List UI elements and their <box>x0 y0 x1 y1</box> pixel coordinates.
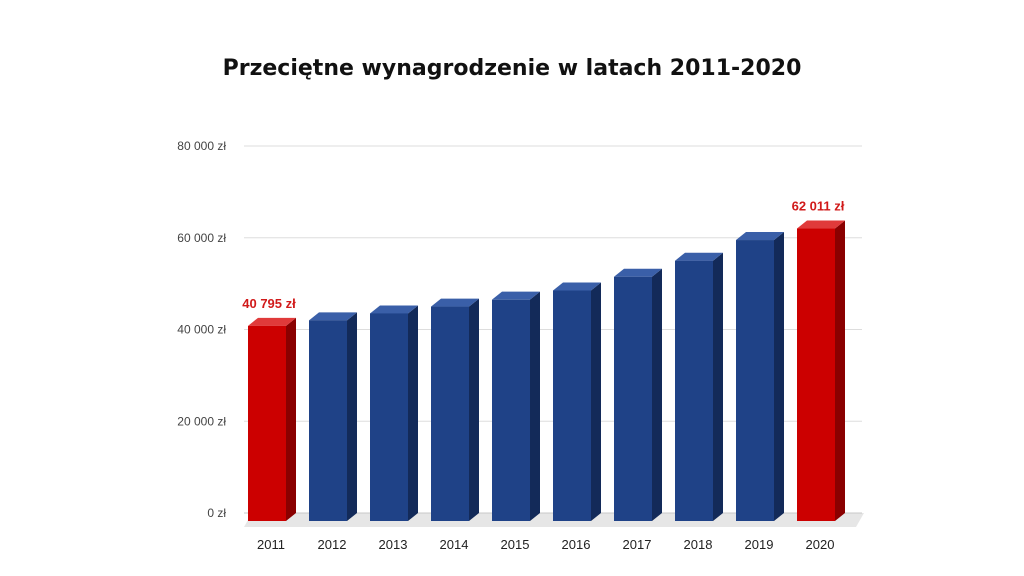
bars <box>248 220 845 521</box>
bar-front <box>248 325 286 521</box>
bar-front <box>736 240 774 521</box>
bar-2011 <box>248 317 296 521</box>
bar-2020 <box>797 220 845 521</box>
bar-front <box>614 276 652 521</box>
bar-2015 <box>492 291 540 521</box>
x-category-label: 2020 <box>806 537 835 552</box>
data-labels: 40 795 zł 62 011 zł <box>242 199 845 311</box>
bar-top <box>309 312 357 321</box>
bar-2016 <box>553 282 601 521</box>
x-category-label: 2017 <box>623 537 652 552</box>
bar-top <box>431 298 479 307</box>
bar-2014 <box>431 298 479 521</box>
data-label: 62 011 zł <box>792 199 845 214</box>
bar-top <box>553 282 601 291</box>
y-axis-ticks: 0 zł 20 000 zł 40 000 zł 60 000 zł 80 000 zł <box>177 139 226 520</box>
y-tick-label: 60 000 zł <box>177 231 226 245</box>
bar-top <box>370 305 418 314</box>
bar-side <box>652 268 662 521</box>
y-tick-label: 20 000 zł <box>177 414 226 428</box>
bar-side <box>286 317 296 521</box>
bar-front <box>675 260 713 521</box>
bar-top <box>675 252 723 261</box>
bar-front <box>370 313 408 521</box>
bar-side <box>408 305 418 521</box>
x-category-label: 2013 <box>379 537 408 552</box>
bar-2018 <box>675 252 723 521</box>
x-category-label: 2019 <box>745 537 774 552</box>
x-category-label: 2012 <box>318 537 347 552</box>
bar-2012 <box>309 312 357 521</box>
x-category-label: 2015 <box>501 537 530 552</box>
bar-side <box>347 312 357 521</box>
bar-2017 <box>614 268 662 521</box>
x-category-label: 2014 <box>440 537 469 552</box>
bar-top <box>248 317 296 326</box>
chart-title: Przeciętne wynagrodzenie w latach 2011-2… <box>222 56 802 81</box>
bar-2013 <box>370 305 418 521</box>
bar-side <box>530 291 540 521</box>
y-tick-label: 0 zł <box>207 506 226 520</box>
x-category-label: 2018 <box>684 537 713 552</box>
bar-side <box>835 220 845 521</box>
bar-top <box>797 220 845 229</box>
bar-top <box>492 291 540 300</box>
bar-front <box>309 320 347 521</box>
bar-top <box>736 232 784 241</box>
x-axis-categories: 2011 2012 2013 2014 2015 2016 2017 2018 2019 2020 <box>257 537 834 552</box>
bar-side <box>469 298 479 521</box>
bar-side <box>591 282 601 521</box>
x-category-label: 2011 <box>257 537 285 552</box>
bar-front <box>553 290 591 521</box>
bar-front <box>431 306 469 521</box>
bar-side <box>774 232 784 521</box>
y-tick-label: 80 000 zł <box>177 139 226 153</box>
bar-front <box>492 299 530 521</box>
bar-top <box>614 268 662 277</box>
bar-front <box>797 228 835 521</box>
data-label: 40 795 zł <box>242 296 296 311</box>
bar-2019 <box>736 232 784 521</box>
bar-side <box>713 252 723 521</box>
x-category-label: 2016 <box>562 537 591 552</box>
y-tick-label: 40 000 zł <box>177 323 226 337</box>
